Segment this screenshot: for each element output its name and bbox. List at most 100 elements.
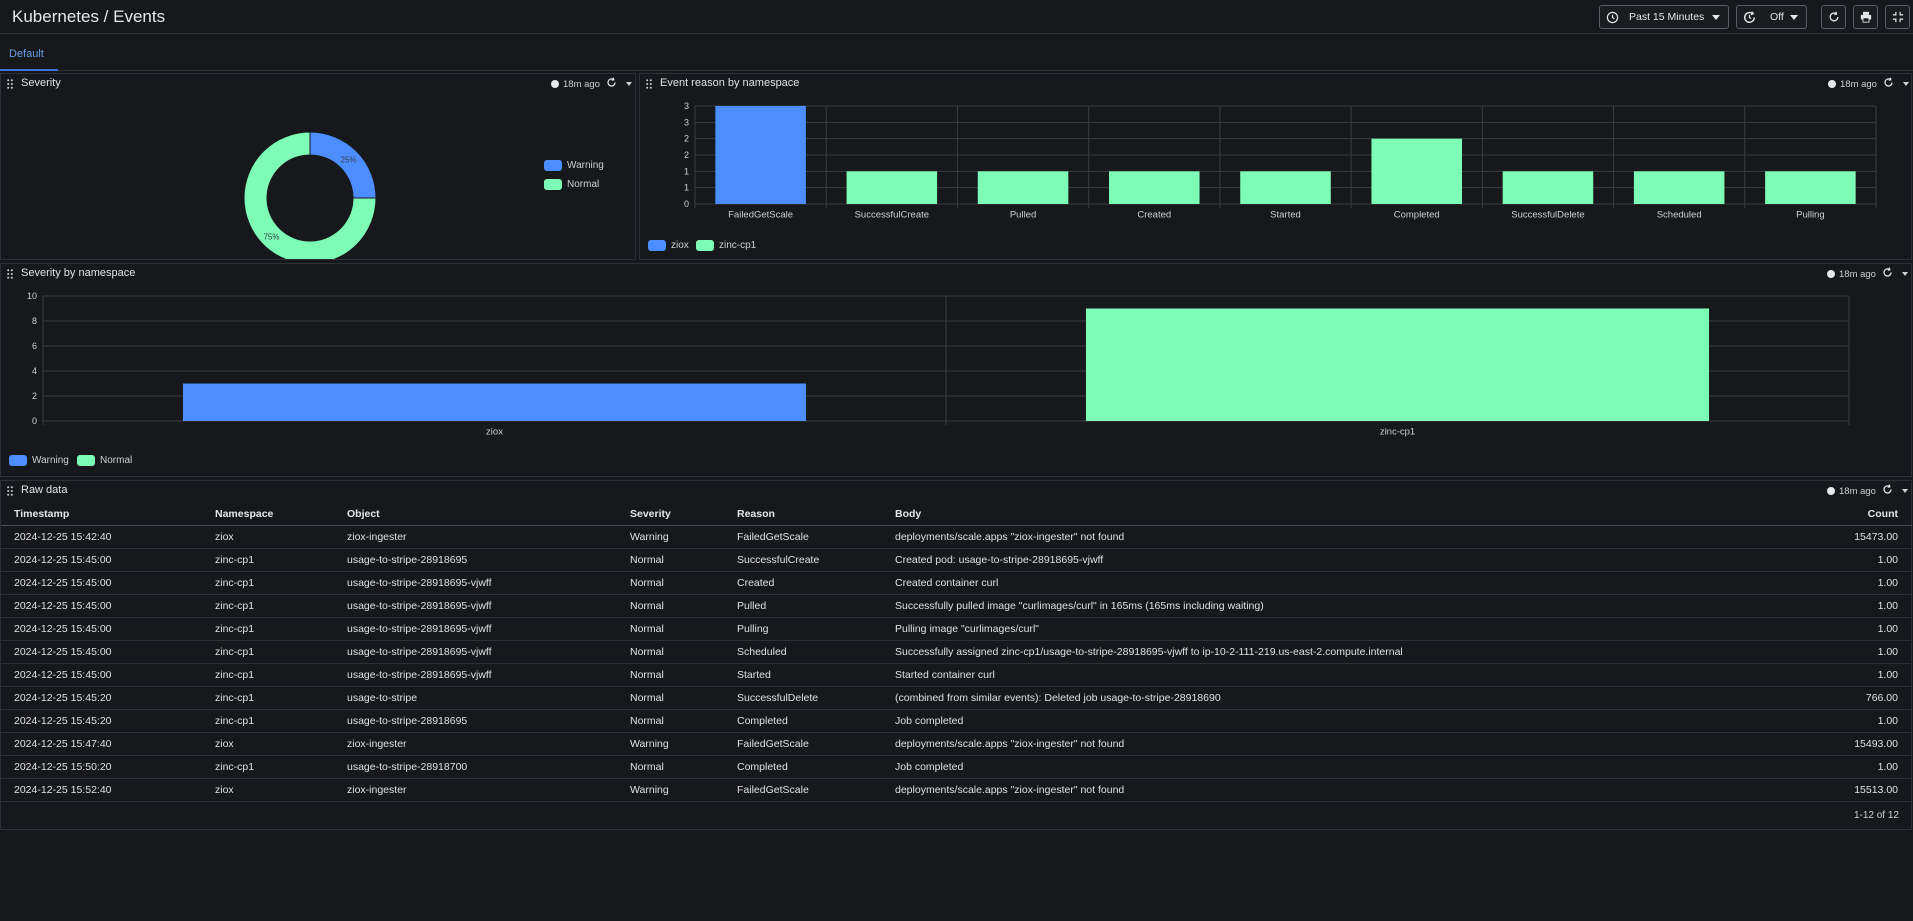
legend-swatch: [544, 179, 562, 190]
refresh-icon[interactable]: [1882, 484, 1893, 498]
y-tick-label: 10: [27, 291, 37, 301]
drag-handle-icon[interactable]: [7, 486, 13, 496]
legend-label: Normal: [567, 179, 600, 190]
severity-cell: Normal: [617, 640, 724, 664]
namespace-cell: zinc-cp1: [202, 755, 334, 779]
y-tick-label: 0: [32, 416, 37, 426]
fullscreen-button[interactable]: [1885, 5, 1910, 29]
column-header[interactable]: Object: [334, 503, 617, 526]
legend-warning[interactable]: Warning: [544, 160, 604, 171]
column-header[interactable]: Severity: [617, 503, 724, 526]
panel-title: Raw data: [21, 484, 68, 496]
time-range-picker[interactable]: Past 15 Minutes: [1599, 5, 1729, 29]
table-row[interactable]: 2024-12-25 15:45:20 zinc-cp1 usage-to-stri…: [1, 686, 1912, 710]
refresh-icon[interactable]: [1882, 267, 1893, 281]
column-header[interactable]: Count: [1792, 503, 1912, 526]
legend-swatch: [9, 455, 27, 466]
table-row[interactable]: 2024-12-25 15:45:20 zinc-cp1 usage-to-stri…: [1, 709, 1912, 733]
donut-slice-label: 25%: [341, 155, 357, 164]
bar-zinc-cp1-Created: [1109, 171, 1200, 204]
legend-warning[interactable]: Warning: [9, 455, 69, 466]
y-tick-label: 3: [684, 101, 689, 111]
bar-zinc-cp1-Started: [1240, 171, 1331, 204]
panel-menu-icon[interactable]: [1902, 82, 1909, 86]
table-row[interactable]: 2024-12-25 15:50:20 zinc-cp1 usage-to-stri…: [1, 755, 1912, 779]
drag-handle-icon[interactable]: [7, 269, 13, 279]
donut-slice-normal: [243, 131, 377, 259]
reason-cell: Pulled: [724, 594, 882, 618]
panel-meta: 18m ago: [551, 77, 632, 91]
panel-severity-by-namespace: Severity by namespace 18m ago 0 2 4 6 8 10 zio…: [0, 263, 1912, 477]
refresh-timer-icon: [1742, 10, 1757, 25]
legend-zinc-cp1[interactable]: zinc-cp1: [696, 240, 756, 251]
severity-cell: Normal: [617, 709, 724, 733]
timestamp-cell: 2024-12-25 15:45:00: [1, 548, 202, 572]
reason-cell: SuccessfulDelete: [724, 686, 882, 710]
table-row[interactable]: 2024-12-25 15:45:00 zinc-cp1 usage-to-stri…: [1, 640, 1912, 664]
timestamp-cell: 2024-12-25 15:45:20: [1, 709, 202, 733]
refresh-icon[interactable]: [606, 77, 617, 91]
table-row[interactable]: 2024-12-25 15:45:00 zinc-cp1 usage-to-stri…: [1, 571, 1912, 595]
dashboard-tabs: Default: [0, 35, 1913, 71]
auto-refresh-picker[interactable]: Off: [1736, 5, 1807, 29]
drag-handle-icon[interactable]: [646, 79, 652, 89]
legend-ziox[interactable]: ziox: [648, 240, 689, 251]
column-header[interactable]: Reason: [724, 503, 882, 526]
count-cell: 1.00: [1792, 594, 1912, 618]
column-header[interactable]: Namespace: [202, 503, 334, 526]
table-row[interactable]: 2024-12-25 15:42:40 ziox ziox-ingester Warn…: [1, 525, 1912, 549]
reason-cell: FailedGetScale: [724, 732, 882, 756]
table-row[interactable]: 2024-12-25 15:52:40 ziox ziox-ingester Warn…: [1, 778, 1912, 802]
namespace-cell: zinc-cp1: [202, 617, 334, 641]
legend-swatch: [648, 240, 666, 251]
x-tick-label: Completed: [1394, 210, 1440, 221]
legend-normal[interactable]: Normal: [544, 179, 599, 190]
severity-cell: Normal: [617, 594, 724, 618]
y-tick-label: 2: [684, 150, 689, 160]
count-cell: 1.00: [1792, 571, 1912, 595]
timestamp-cell: 2024-12-25 15:45:00: [1, 640, 202, 664]
panel-severity: Severity 18m ago 25% 75% Warning Normal: [0, 73, 636, 260]
table-row[interactable]: 2024-12-25 15:45:00 zinc-cp1 usage-to-stri…: [1, 663, 1912, 687]
body-cell: Created container curl: [882, 571, 1792, 595]
body-cell: Started container curl: [882, 663, 1792, 687]
namespace-cell: zinc-cp1: [202, 548, 334, 572]
panel-header: Severity 18m ago: [1, 74, 635, 94]
panel-menu-icon[interactable]: [625, 82, 632, 86]
last-updated: 18m ago: [563, 78, 600, 90]
legend-swatch: [696, 240, 714, 251]
legend-swatch: [77, 455, 95, 466]
x-tick-label: Started: [1270, 210, 1301, 221]
table-row[interactable]: 2024-12-25 15:45:00 zinc-cp1 usage-to-stri…: [1, 594, 1912, 618]
tab-default[interactable]: Default: [0, 35, 58, 71]
last-updated: 18m ago: [1839, 268, 1876, 280]
body-cell: Job completed: [882, 709, 1792, 733]
timestamp-cell: 2024-12-25 15:45:00: [1, 663, 202, 687]
refresh-icon[interactable]: [1883, 77, 1894, 91]
drag-handle-icon[interactable]: [7, 79, 13, 89]
legend-normal[interactable]: Normal: [77, 455, 132, 466]
object-cell: usage-to-stripe-28918695-vjwff: [334, 571, 617, 595]
table-row[interactable]: 2024-12-25 15:47:40 ziox ziox-ingester Warn…: [1, 732, 1912, 756]
legend-label: Warning: [32, 455, 69, 466]
severity-cell: Normal: [617, 617, 724, 641]
refresh-button[interactable]: [1821, 5, 1846, 29]
reason-cell: Completed: [724, 755, 882, 779]
table-row[interactable]: 2024-12-25 15:45:00 zinc-cp1 usage-to-stri…: [1, 617, 1912, 641]
count-cell: 1.00: [1792, 663, 1912, 687]
body-cell: Job completed: [882, 755, 1792, 779]
table-row[interactable]: 2024-12-25 15:45:00 zinc-cp1 usage-to-stri…: [1, 548, 1912, 572]
print-button[interactable]: [1853, 5, 1878, 29]
panel-menu-icon[interactable]: [1901, 272, 1908, 276]
timestamp-cell: 2024-12-25 15:50:20: [1, 755, 202, 779]
panel-title: Severity: [21, 77, 61, 89]
donut-slice-label: 75%: [263, 233, 279, 242]
object-cell: usage-to-stripe-28918695: [334, 548, 617, 572]
column-header[interactable]: Body: [882, 503, 1792, 526]
top-bar: Kubernetes / Events Past 15 Minutes Off: [0, 0, 1913, 34]
timestamp-cell: 2024-12-25 15:45:00: [1, 617, 202, 641]
y-tick-label: 2: [684, 134, 689, 144]
status-dot-icon: [1827, 270, 1835, 278]
panel-menu-icon[interactable]: [1901, 489, 1908, 493]
column-header[interactable]: Timestamp: [1, 503, 202, 526]
